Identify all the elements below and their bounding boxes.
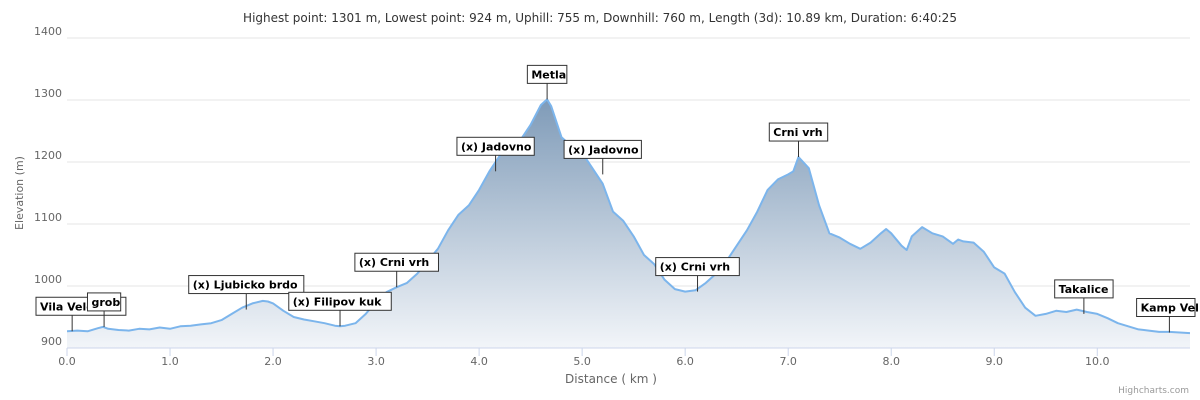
annotation-label: Metla <box>531 68 566 81</box>
x-tick-label: 2.0 <box>264 355 282 368</box>
x-tick-label: 8.0 <box>882 355 900 368</box>
annotation-flag[interactable]: Takalice <box>1054 279 1114 314</box>
y-tick-label: 1000 <box>34 273 62 286</box>
x-tick-label: 0.0 <box>58 355 76 368</box>
annotation-label: (x) Filipov kuk <box>293 295 382 308</box>
annotation-label: (x) Crni vrh <box>660 261 730 274</box>
y-tick-label: 1300 <box>34 87 62 100</box>
annotation-flag[interactable]: (x) Jadovno <box>456 136 535 172</box>
x-tick-label: 10.0 <box>1085 355 1110 368</box>
series-layer <box>67 98 1190 348</box>
y-tick-label: 1400 <box>34 25 62 38</box>
y-axis-title: Elevation (m) <box>13 156 26 230</box>
annotation-box <box>288 291 392 311</box>
elevation-area <box>67 99 1190 348</box>
x-tick-label: 3.0 <box>367 355 385 368</box>
credits-link[interactable]: Highcharts.com <box>1118 386 1189 396</box>
annotation-label: (x) Crni vrh <box>359 256 429 269</box>
elevation-line <box>67 98 1190 335</box>
y-tick-label: 1100 <box>34 211 62 224</box>
y-tick-label: 1200 <box>34 149 62 162</box>
x-tick-label: 4.0 <box>470 355 488 368</box>
annotation-box <box>563 139 642 159</box>
annotation-label: (x) Ljubicko brdo <box>193 279 298 292</box>
annotation-box <box>188 275 305 295</box>
annotation-label: grob <box>91 296 120 309</box>
annotation-box <box>86 292 122 312</box>
annotation-flag[interactable]: Crni vrh <box>768 122 829 158</box>
annotation-label: Takalice <box>1059 283 1109 296</box>
annotation-label: (x) Jadovno <box>568 143 639 156</box>
x-tick-label: 9.0 <box>985 355 1003 368</box>
annotation-label: Crni vrh <box>773 126 822 139</box>
annotation-flag[interactable]: Metla <box>526 64 568 100</box>
x-tick-label: 1.0 <box>161 355 179 368</box>
axes: 900 1000 1100 1200 1300 1400 0.0 1.0 2.0 3.0 4.0 5.… <box>34 25 1190 368</box>
x-axis-title: Distance ( km ) <box>565 372 657 386</box>
annotation-flag[interactable]: (x) Jadovno <box>563 139 642 175</box>
annotation-box <box>1054 279 1114 299</box>
annotation-flag[interactable]: Kamp Vel <box>1136 298 1199 333</box>
annotation-label: (x) Jadovno <box>461 140 532 153</box>
annotation-flag[interactable]: (x) Crni vrh <box>655 257 740 292</box>
x-tick-label: 5.0 <box>573 355 591 368</box>
annotation-box <box>768 122 829 142</box>
x-tick-label: 6.0 <box>676 355 694 368</box>
y-tick-label: 900 <box>41 335 62 348</box>
annotation-box <box>354 252 439 272</box>
annotation-box <box>526 64 568 84</box>
annotation-flag[interactable]: (x) Ljubicko brdo <box>188 275 305 310</box>
annotation-label: Kamp Vel <box>1141 302 1199 315</box>
annotation-box <box>1136 298 1196 317</box>
annotation-flag[interactable]: grob <box>86 292 122 327</box>
annotation-box <box>655 257 740 277</box>
annotation-flag[interactable]: (x) Crni vrh <box>354 252 439 288</box>
annotation-flag[interactable]: (x) Filipov kuk <box>288 291 392 327</box>
annotation-box <box>456 136 535 156</box>
x-tick-label: 7.0 <box>779 355 797 368</box>
chart-title: Highest point: 1301 m, Lowest point: 924… <box>243 11 957 25</box>
